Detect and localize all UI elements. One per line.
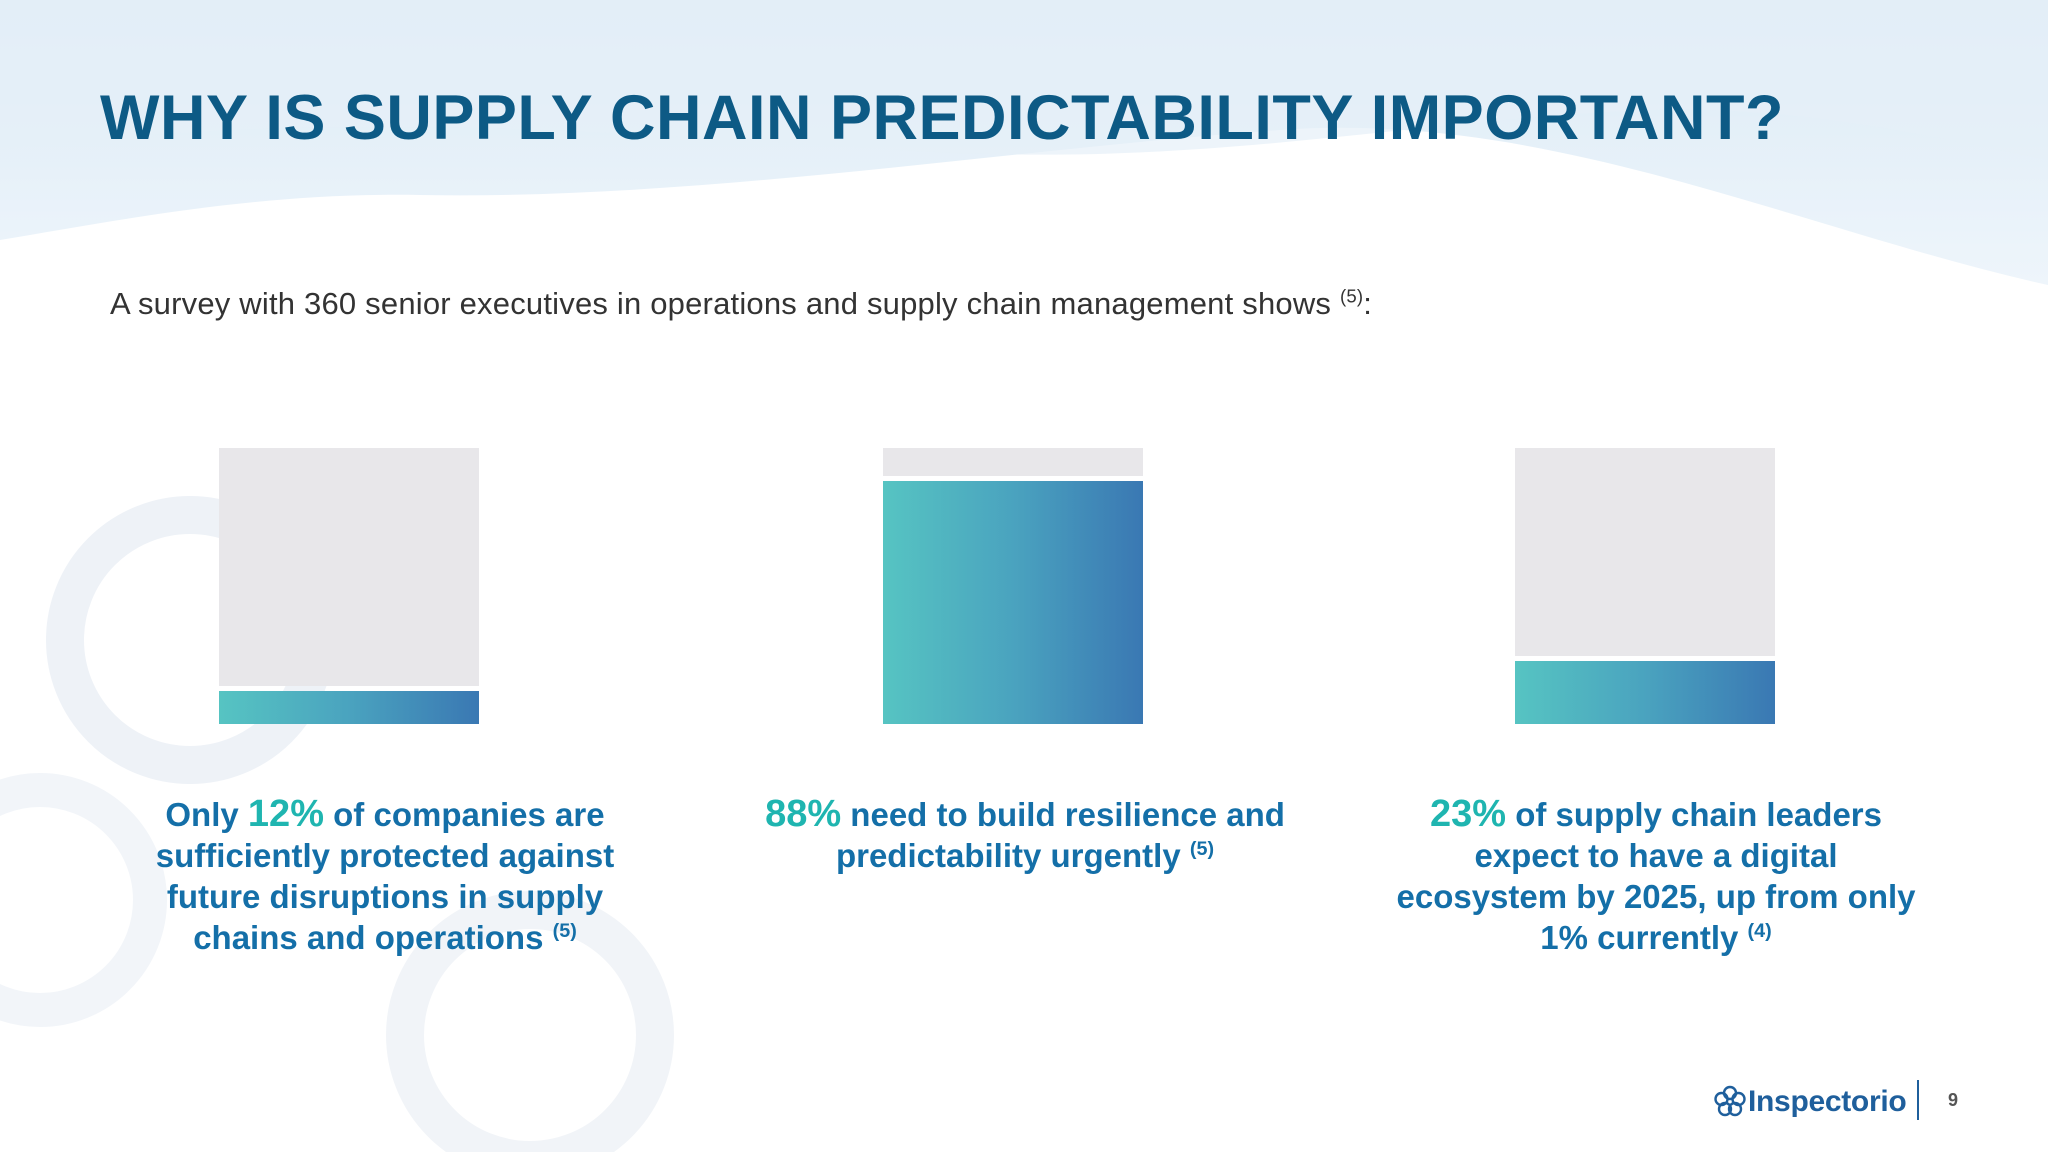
- inspectorio-logo: Inspectorio: [1712, 1080, 1907, 1124]
- survey-intro-colon: :: [1363, 286, 1373, 321]
- stat-bar-3-fill: [1515, 661, 1775, 724]
- stat-2-text: need to build resilience and predictabil…: [835, 796, 1285, 874]
- stat-2-percent: 88%: [765, 793, 842, 835]
- stat-caption-3: 23% of supply chain leaders expect to ha…: [1396, 794, 1916, 958]
- stat-3-text: of supply chain leaders expect to have a…: [1396, 796, 1916, 956]
- stat-bar-1: [219, 448, 479, 724]
- stat-3-percent: 23%: [1429, 793, 1507, 835]
- stat-1-reference: (5): [552, 920, 577, 942]
- stat-bar-3: [1515, 448, 1775, 724]
- survey-intro: A survey with 360 senior executives in o…: [110, 286, 1372, 322]
- survey-intro-reference: (5): [1339, 285, 1364, 307]
- flower-logo-icon: [1714, 1085, 1746, 1117]
- survey-intro-text: A survey with 360 senior executives in o…: [110, 286, 1340, 321]
- stat-bar-1-track: [219, 448, 479, 686]
- stat-bar-2-fill: [883, 481, 1143, 724]
- stat-2-reference: (5): [1189, 838, 1215, 860]
- page-title: WHY IS SUPPLY CHAIN PREDICTABILITY IMPOR…: [100, 83, 1784, 153]
- stat-bar-1-fill: [219, 691, 479, 724]
- stat-bar-3-track: [1515, 448, 1775, 656]
- stat-1-percent: 12%: [247, 793, 324, 835]
- header-wave-background: [0, 0, 2048, 285]
- footer-divider: [1917, 1080, 1919, 1120]
- page-number: 9: [1948, 1090, 1959, 1110]
- stat-caption-1: Only 12% of companies are sufficiently p…: [125, 794, 645, 958]
- stat-bar-2-track: [883, 448, 1143, 476]
- stat-caption-2: 88% need to build resilience and predict…: [765, 794, 1285, 876]
- stat-1-text: of companies are sufficiently protected …: [155, 796, 615, 956]
- stat-bar-2: [883, 448, 1143, 724]
- stat-3-reference: (4): [1747, 920, 1772, 942]
- logo-wordmark: Inspectorio: [1748, 1085, 1907, 1118]
- stat-1-pre: Only: [165, 796, 248, 833]
